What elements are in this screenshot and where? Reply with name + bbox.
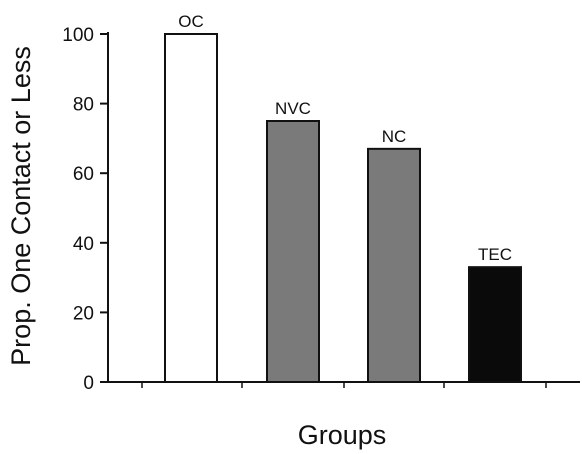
y-axis-title: Prop. One Contact or Less	[6, 46, 36, 366]
bar-label-nvc: NVC	[275, 99, 311, 118]
bar-tec	[468, 266, 522, 383]
bar-label-tec: TEC	[478, 245, 512, 264]
bar-nvc	[266, 120, 320, 383]
bars: OC NVC NC TEC	[164, 12, 522, 383]
y-tick-label: 80	[73, 95, 94, 116]
y-tick-label: 100	[62, 25, 94, 46]
y-axis: 0 20 40 60 80 100	[62, 25, 109, 394]
y-tick-label: 60	[73, 164, 94, 185]
bar-nc	[367, 147, 421, 383]
x-axis-title: Groups	[298, 420, 387, 450]
bar-oc	[164, 33, 218, 383]
y-tick-label: 0	[83, 373, 94, 394]
bar-label-oc: OC	[178, 12, 204, 31]
y-tick-label: 20	[73, 303, 94, 324]
y-tick-label: 40	[73, 234, 94, 255]
bar-label-nc: NC	[382, 127, 407, 146]
